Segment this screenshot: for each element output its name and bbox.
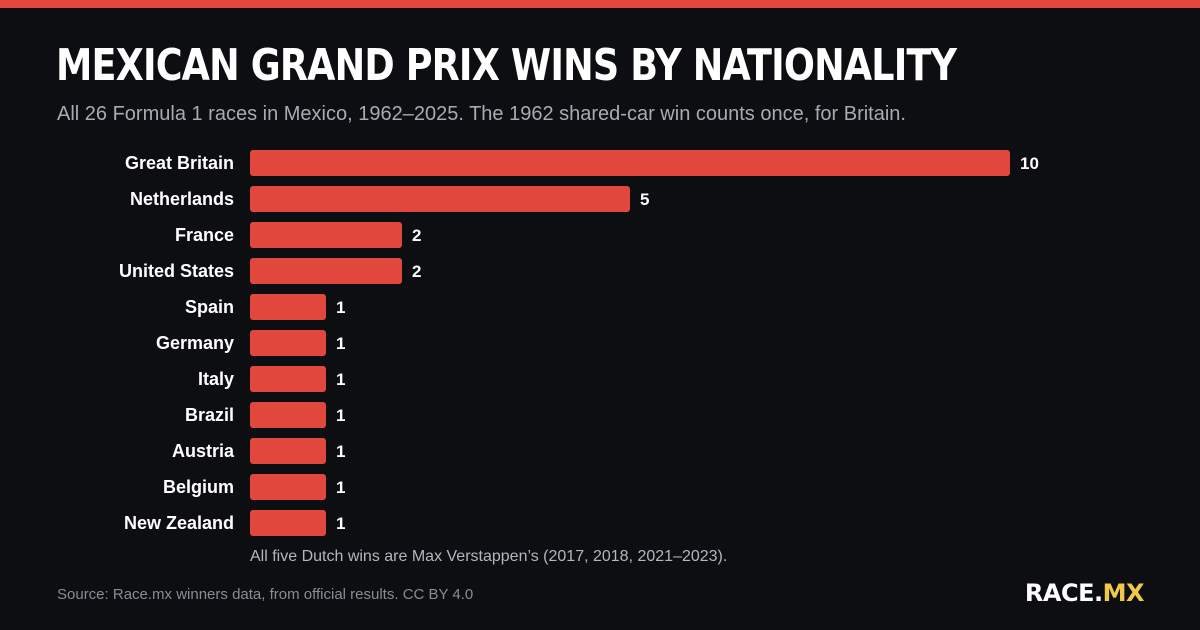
value-label-belgium: 1 — [336, 478, 345, 497]
category-label-austria: Austria — [172, 441, 235, 461]
value-label-great-britain: 10 — [1020, 154, 1039, 173]
category-label-germany: Germany — [156, 333, 234, 353]
bar-netherlands — [250, 186, 630, 212]
value-label-italy: 1 — [336, 370, 345, 389]
value-label-netherlands: 5 — [640, 190, 649, 209]
category-label-spain: Spain — [185, 297, 234, 317]
bar-new-zealand — [250, 510, 326, 536]
bar-germany — [250, 330, 326, 356]
category-label-italy: Italy — [198, 369, 234, 389]
brand-logo-main: RACE. — [1024, 579, 1103, 607]
category-label-france: France — [175, 225, 234, 245]
chart-title: MEXICAN GRAND PRIX WINS BY NATIONALITY — [56, 40, 957, 91]
brand-logo[interactable]: RACE.MX — [1024, 578, 1145, 608]
chart-subtitle: All 26 Formula 1 races in Mexico, 1962–2… — [57, 103, 906, 125]
value-label-spain: 1 — [336, 298, 345, 317]
brand-logo-tld: MX — [1102, 579, 1145, 607]
value-label-united-states: 2 — [412, 262, 421, 281]
value-label-new-zealand: 1 — [336, 514, 345, 533]
bar-belgium — [250, 474, 326, 500]
bar-united-states — [250, 258, 402, 284]
value-label-brazil: 1 — [336, 406, 345, 425]
bar-spain — [250, 294, 326, 320]
bar-austria — [250, 438, 326, 464]
category-label-brazil: Brazil — [185, 405, 234, 425]
bar-great-britain — [250, 150, 1010, 176]
category-label-belgium: Belgium — [163, 477, 234, 497]
source-note: Source: Race.mx winners data, from offic… — [57, 586, 474, 603]
bar-france — [250, 222, 402, 248]
category-label-new-zealand: New Zealand — [124, 513, 234, 533]
category-label-great-britain: Great Britain — [125, 153, 234, 173]
chart-annotation: All five Dutch wins are Max Verstappen’s… — [250, 548, 728, 565]
bar-italy — [250, 366, 326, 392]
bar-chart: Great Britain 10 Netherlands 5 France 2 United… — [119, 150, 1039, 536]
value-label-austria: 1 — [336, 442, 345, 461]
category-label-united-states: United States — [119, 261, 234, 281]
bar-brazil — [250, 402, 326, 428]
value-label-france: 2 — [412, 226, 421, 245]
category-label-netherlands: Netherlands — [130, 189, 234, 209]
top-accent-bar — [0, 0, 1200, 8]
value-label-germany: 1 — [336, 334, 345, 353]
